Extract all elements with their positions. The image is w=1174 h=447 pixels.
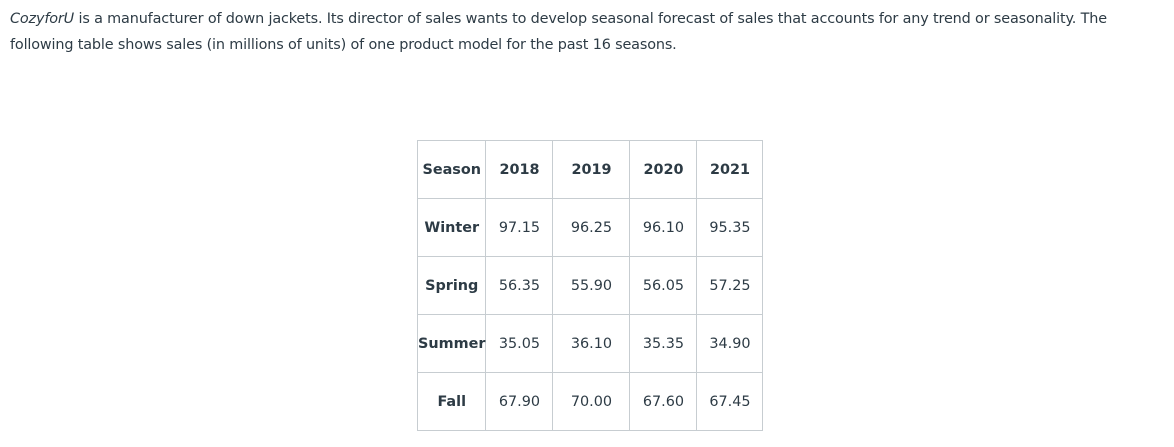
table-row: Winter 97.15 96.25 96.10 95.35 xyxy=(416,198,764,257)
sales-table: Season 2018 2019 2020 2021 Winter 97.15 … xyxy=(416,140,764,431)
sales-value: 56.05 xyxy=(629,256,698,315)
season-label: Summer xyxy=(416,314,487,373)
company-name: CozyforU xyxy=(10,11,75,27)
sales-value: 35.05 xyxy=(485,314,554,373)
sales-value: 96.25 xyxy=(552,198,631,257)
season-label: Spring xyxy=(416,256,487,315)
table-row: Summer 35.05 36.10 35.35 34.90 xyxy=(416,314,764,373)
sales-value: 67.45 xyxy=(696,372,764,431)
problem-text: is a manufacturer of down jackets. Its d… xyxy=(10,11,1107,53)
sales-value: 35.35 xyxy=(629,314,698,373)
header-year: 2018 xyxy=(485,140,554,199)
sales-value: 34.90 xyxy=(696,314,764,373)
sales-value: 95.35 xyxy=(696,198,764,257)
header-year: 2019 xyxy=(552,140,631,199)
sales-value: 67.60 xyxy=(629,372,698,431)
problem-statement: CozyforU is a manufacturer of down jacke… xyxy=(10,6,1170,58)
sales-value: 57.25 xyxy=(696,256,764,315)
sales-value: 96.10 xyxy=(629,198,698,257)
sales-value: 56.35 xyxy=(485,256,554,315)
season-label: Winter xyxy=(416,198,487,257)
sales-value: 70.00 xyxy=(552,372,631,431)
table-row: Spring 56.35 55.90 56.05 57.25 xyxy=(416,256,764,315)
sales-value: 36.10 xyxy=(552,314,631,373)
season-label: Fall xyxy=(416,372,487,431)
header-year: 2021 xyxy=(696,140,764,199)
header-season: Season xyxy=(416,140,487,199)
table-row: Fall 67.90 70.00 67.60 67.45 xyxy=(416,372,764,431)
sales-value: 55.90 xyxy=(552,256,631,315)
sales-value: 97.15 xyxy=(485,198,554,257)
header-year: 2020 xyxy=(629,140,698,199)
header-row: Season 2018 2019 2020 2021 xyxy=(416,140,764,199)
sales-value: 67.90 xyxy=(485,372,554,431)
